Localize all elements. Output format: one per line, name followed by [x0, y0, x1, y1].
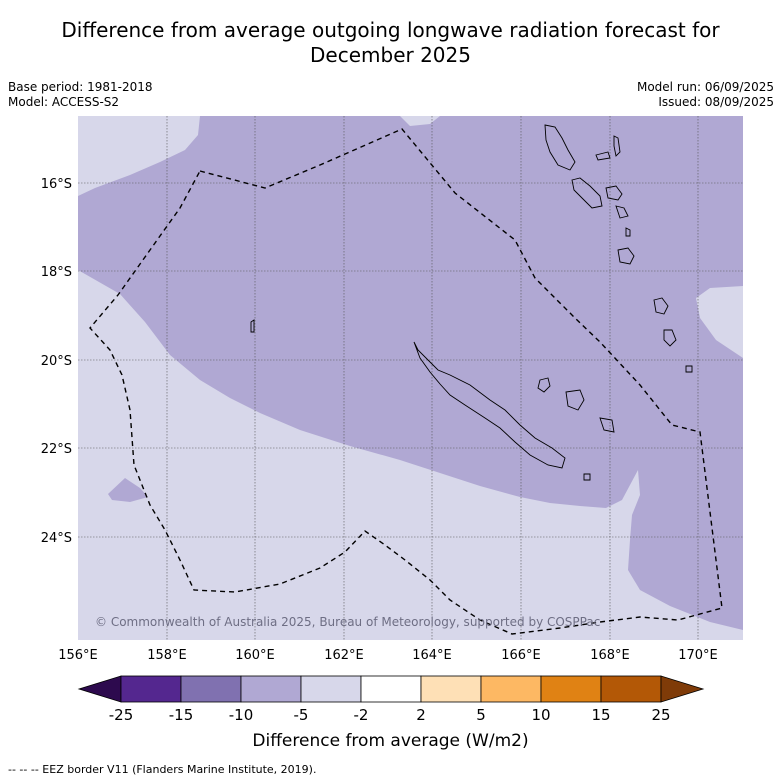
lon-label: 156°E	[58, 648, 98, 663]
map-title: Difference from average outgoing longwav…	[0, 18, 781, 68]
coast-vanuatu-7	[625, 227, 631, 237]
issued-date: Issued: 08/09/2025	[658, 95, 774, 109]
colorbar-tick-label: 10	[531, 706, 550, 724]
lat-label: 24°S	[41, 531, 72, 546]
colorbar-tick-label: -10	[229, 706, 254, 724]
colorbar-extend-high	[660, 675, 705, 703]
colorbar-tick-label: -25	[109, 706, 134, 724]
coast-loyalty-2	[565, 389, 585, 411]
colorbar-segment	[480, 675, 542, 703]
colorbar-segment	[420, 675, 482, 703]
meta-left: Base period: 1981-2018 Model: ACCESS-S2	[8, 80, 153, 110]
coast-island-east-3	[685, 365, 693, 373]
coast-vanuatu-1	[544, 124, 576, 171]
lon-label: 160°E	[235, 648, 275, 663]
colorbar-segment	[600, 675, 662, 703]
title-line-2: December 2025	[310, 43, 471, 67]
coast-vanuatu-4	[571, 177, 603, 209]
colorbar-segment	[540, 675, 602, 703]
colorbar-tick-label: 5	[476, 706, 486, 724]
colorbar-tick-label: -15	[169, 706, 194, 724]
colorbar-tick-label: 25	[651, 706, 670, 724]
colorbar-tick-label: 2	[416, 706, 426, 724]
coast-island-west	[250, 319, 255, 333]
colorbar	[77, 675, 705, 703]
anomaly-region-dark	[78, 116, 743, 630]
coast-vanuatu-8	[617, 247, 635, 265]
colorbar-segment	[180, 675, 242, 703]
lat-label: 22°S	[41, 442, 72, 457]
lon-label: 158°E	[147, 648, 187, 663]
lon-label: 164°E	[412, 648, 452, 663]
colorbar-segment	[240, 675, 302, 703]
lat-labels: 16°S 18°S 20°S 22°S 24°S	[41, 177, 72, 546]
lon-label: 168°E	[590, 648, 630, 663]
colorbar-tick-label: -2	[354, 706, 369, 724]
colorbar-ticks: -25 -15 -10 -5 -2 2 5 10 15 25	[109, 706, 671, 724]
model-run: Model run: 06/09/2025	[636, 80, 774, 94]
lat-label: 16°S	[41, 177, 72, 192]
model-name: Model: ACCESS-S2	[8, 95, 120, 109]
coast-vanuatu-5	[605, 185, 623, 201]
coast-island-small	[583, 473, 591, 481]
lon-label: 170°E	[678, 648, 718, 663]
eez-border	[89, 128, 723, 635]
colorbar-extend-low	[77, 675, 122, 703]
coast-vanuatu-3	[613, 135, 621, 157]
colorbar-segment	[300, 675, 362, 703]
coast-island-east-1	[653, 297, 669, 315]
colorbar-title: Difference from average (W/m2)	[252, 731, 529, 751]
coast-island-east-2	[663, 329, 677, 347]
anomaly-field	[78, 116, 743, 640]
base-period: Base period: 1981-2018	[8, 80, 153, 94]
title-line-1: Difference from average outgoing longwav…	[61, 18, 720, 42]
lon-label: 166°E	[501, 648, 541, 663]
coast-vanuatu-2	[595, 151, 611, 161]
coast-loyalty-3	[599, 417, 615, 433]
copyright-notice: © Commonwealth of Australia 2025, Bureau…	[95, 615, 600, 629]
colorbar-segment	[360, 675, 422, 703]
lon-label: 162°E	[324, 648, 364, 663]
colorbar-segment	[120, 675, 182, 703]
colorbar-tick-label: -5	[294, 706, 309, 724]
eez-legend-note: -- -- -- EEZ border V11 (Flanders Marine…	[8, 763, 317, 776]
lat-label: 18°S	[41, 265, 72, 280]
coast-loyalty-1	[537, 377, 551, 393]
coast-vanuatu-6	[615, 205, 629, 219]
anomaly-patch-top	[400, 116, 440, 126]
coast-new-caledonia	[413, 341, 566, 469]
lat-label: 20°S	[41, 354, 72, 369]
meta-right: Model run: 06/09/2025 Issued: 08/09/2025	[637, 80, 774, 110]
anomaly-patch-small	[108, 478, 148, 502]
lon-labels: 156°E 158°E 160°E 162°E 164°E 166°E 168°…	[58, 648, 718, 663]
gridlines	[78, 116, 743, 640]
colorbar-tick-label: 15	[591, 706, 610, 724]
coastlines	[250, 124, 693, 481]
